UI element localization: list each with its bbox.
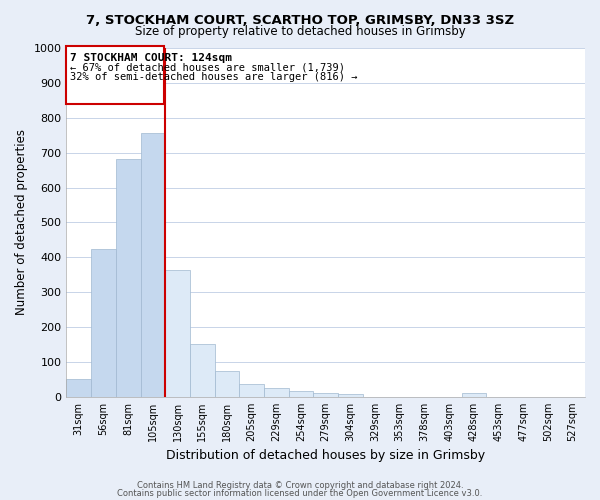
Text: ← 67% of detached houses are smaller (1,739): ← 67% of detached houses are smaller (1,…	[70, 62, 345, 72]
FancyBboxPatch shape	[67, 46, 164, 104]
Bar	[190, 344, 215, 397]
Bar	[116, 158, 140, 397]
Bar	[239, 384, 264, 397]
Bar	[165, 270, 190, 397]
Bar	[67, 378, 91, 397]
Bar	[264, 388, 289, 397]
Bar	[215, 370, 239, 397]
Text: 7 STOCKHAM COURT: 124sqm: 7 STOCKHAM COURT: 124sqm	[70, 53, 232, 63]
Bar	[140, 133, 165, 397]
Bar	[91, 248, 116, 397]
Bar	[338, 394, 363, 397]
Text: 32% of semi-detached houses are larger (816) →: 32% of semi-detached houses are larger (…	[70, 72, 358, 83]
Text: Contains public sector information licensed under the Open Government Licence v3: Contains public sector information licen…	[118, 488, 482, 498]
Bar	[461, 394, 486, 397]
Text: Size of property relative to detached houses in Grimsby: Size of property relative to detached ho…	[134, 25, 466, 38]
Text: Contains HM Land Registry data © Crown copyright and database right 2024.: Contains HM Land Registry data © Crown c…	[137, 481, 463, 490]
Y-axis label: Number of detached properties: Number of detached properties	[15, 130, 28, 316]
Bar	[289, 390, 313, 397]
X-axis label: Distribution of detached houses by size in Grimsby: Distribution of detached houses by size …	[166, 450, 485, 462]
Bar	[313, 392, 338, 397]
Text: 7, STOCKHAM COURT, SCARTHO TOP, GRIMSBY, DN33 3SZ: 7, STOCKHAM COURT, SCARTHO TOP, GRIMSBY,…	[86, 14, 514, 27]
